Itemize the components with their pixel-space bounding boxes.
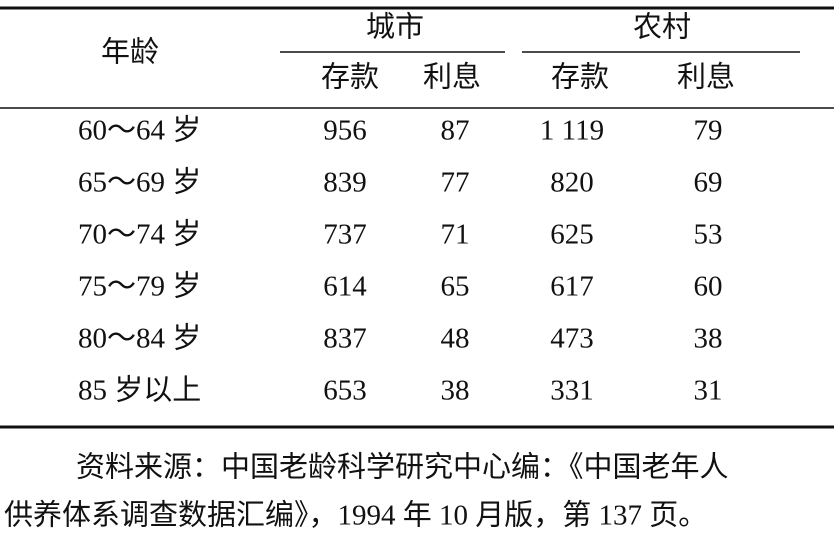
age-cell: 60～64 岁 (78, 114, 201, 147)
age-cell: 65～69 岁 (78, 166, 201, 199)
value-cell: 820 (550, 167, 594, 199)
value-cell: 837 (323, 323, 367, 355)
age-cell: 75～79 岁 (78, 270, 201, 303)
value-cell: 38 (694, 323, 723, 355)
value-cell: 48 (441, 323, 470, 355)
age-cell: 70～74 岁 (78, 218, 201, 251)
column-header: 存款 (551, 61, 609, 94)
source-note: 资料来源：中国老龄科学研究中心编：《中国老年人 (76, 451, 729, 484)
value-cell: 737 (323, 219, 367, 251)
value-cell: 473 (550, 323, 594, 355)
value-cell: 31 (694, 375, 723, 407)
age-cell: 80～84 岁 (78, 322, 201, 355)
column-header: 利息 (677, 61, 735, 94)
value-cell: 331 (550, 375, 594, 407)
value-cell: 69 (694, 167, 723, 199)
value-cell: 53 (694, 219, 723, 251)
value-cell: 77 (441, 167, 470, 199)
value-cell: 625 (550, 219, 594, 251)
group-header: 城市 (366, 11, 424, 44)
value-cell: 87 (441, 115, 470, 147)
value-cell: 79 (694, 115, 723, 147)
source-note: 供养体系调查数据汇编》，1994 年 10 月版，第 137 页。 (4, 499, 707, 532)
column-header: 存款 (321, 61, 379, 94)
value-cell: 60 (694, 271, 723, 303)
value-cell: 38 (441, 375, 470, 407)
value-cell: 1 119 (540, 115, 604, 147)
value-cell: 614 (323, 271, 367, 303)
value-cell: 956 (323, 115, 367, 147)
value-cell: 617 (550, 271, 594, 303)
age-header: 年龄 (101, 36, 159, 69)
value-cell: 839 (323, 167, 367, 199)
value-cell: 65 (441, 271, 470, 303)
group-header: 农村 (633, 11, 691, 44)
age-cell: 85 岁以上 (78, 374, 201, 407)
value-cell: 653 (323, 375, 367, 407)
column-header: 利息 (423, 61, 481, 94)
value-cell: 71 (441, 219, 470, 251)
